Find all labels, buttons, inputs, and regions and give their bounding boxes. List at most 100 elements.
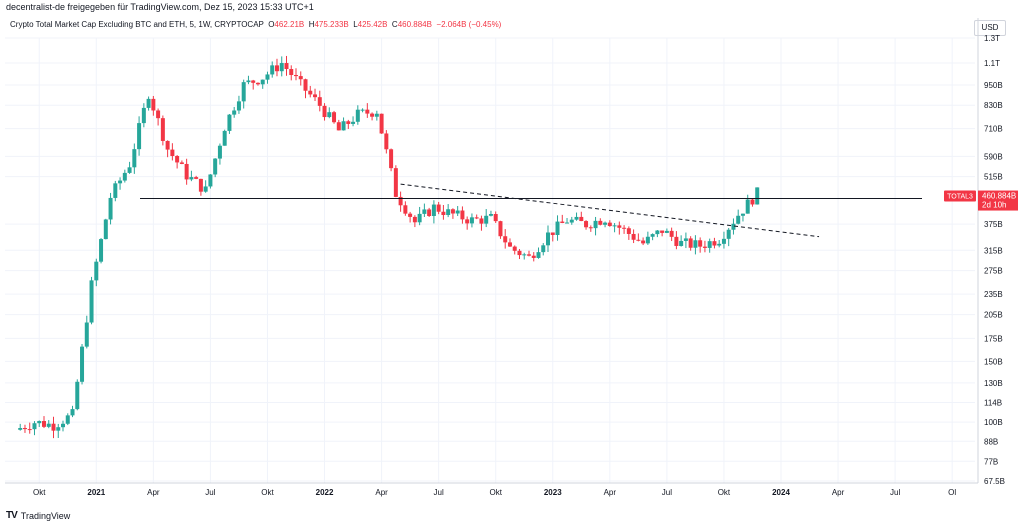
candle-body (498, 221, 503, 237)
candle-body (626, 228, 631, 234)
candle-body (160, 118, 165, 141)
candle-body (175, 155, 180, 163)
candle-body (99, 239, 104, 262)
candle-body (236, 101, 241, 111)
tradingview-brand: TradingView (20, 510, 71, 521)
candle-body (70, 409, 75, 416)
candle-body (317, 97, 322, 106)
candle-body (541, 245, 546, 253)
price-badge-value: 460.884B (982, 192, 1016, 201)
publisher-line: decentralist-de freigegeben für TradingV… (6, 2, 314, 12)
candle-body (531, 255, 536, 258)
y-tick-label: 67.5B (984, 477, 1005, 486)
candle-body (51, 423, 56, 431)
trend-line (400, 183, 820, 238)
candle-body (227, 114, 232, 131)
candle-body (622, 227, 627, 229)
candle-body (569, 219, 574, 223)
candle-body (94, 261, 99, 281)
low-label: L (353, 20, 358, 29)
candle-body (579, 216, 584, 222)
tradingview-logo-icon: TV (6, 510, 18, 521)
candle-body (156, 110, 161, 119)
y-tick-label: 114B (984, 399, 1002, 408)
candle-body (655, 230, 660, 235)
candle-body (436, 204, 441, 212)
candle-body (726, 229, 731, 239)
candle-body (598, 220, 603, 225)
candle-body (398, 196, 403, 206)
x-tick-label: Jul (434, 488, 444, 497)
y-tick-label: 275B (984, 267, 1003, 276)
candle-body (122, 172, 127, 181)
y-tick-label: 830B (984, 101, 1003, 110)
y-tick-label: 375B (984, 220, 1003, 229)
candle-body (417, 213, 422, 223)
candle-body (717, 243, 722, 246)
x-tick-label: Apr (147, 488, 160, 497)
candle-body (446, 209, 451, 216)
candle-body (750, 199, 755, 205)
candle-body (674, 236, 679, 246)
candle-body (488, 214, 493, 216)
candle-body (683, 238, 688, 241)
candle-body (469, 217, 474, 224)
high-label: H (308, 20, 315, 29)
candle-body (450, 209, 455, 214)
candle-body (351, 121, 356, 124)
candle-body (308, 90, 313, 95)
x-tick-label: Jul (205, 488, 215, 497)
y-tick-label: 150B (984, 357, 1003, 366)
candle-body (617, 225, 622, 228)
candle-body (22, 428, 27, 430)
close-value: 460.884B (397, 20, 432, 29)
candle-body (431, 204, 436, 217)
y-tick-label: 590B (984, 152, 1003, 161)
candle-body (232, 110, 237, 115)
x-tick-label: 2024 (772, 488, 790, 497)
candle-body (560, 221, 565, 223)
candle-body (41, 421, 46, 427)
candle-body (522, 254, 527, 256)
candle-body (474, 217, 479, 219)
candle-body (422, 209, 427, 214)
candle-body (455, 210, 460, 214)
candle-body (346, 121, 351, 124)
y-tick-label: 1.1T (984, 59, 1000, 68)
x-tick-label: Okt (33, 488, 46, 497)
x-tick-label: Okt (718, 488, 731, 497)
candle-body (213, 158, 218, 175)
tradingview-footer[interactable]: TV TradingView (6, 510, 70, 521)
candle-body (132, 149, 137, 168)
candle-body (441, 211, 446, 216)
candle-body (393, 168, 398, 197)
currency-button[interactable]: USD (974, 20, 1006, 36)
symbol-name[interactable]: Crypto Total Market Cap Excluding BTC an… (10, 20, 264, 29)
candle-body (507, 242, 512, 247)
candle-body (279, 63, 284, 72)
candle-body (593, 220, 598, 229)
y-tick-label: 1.3T (984, 34, 1000, 43)
candle-body (403, 205, 408, 214)
candle-body (108, 197, 113, 220)
candle-body (284, 63, 289, 70)
x-tick-label: 2021 (87, 488, 105, 497)
candle-body (251, 80, 256, 83)
candle-body (65, 415, 70, 424)
x-tick-label: Jul (890, 488, 900, 497)
candle-body (493, 214, 498, 222)
y-tick-label: 100B (984, 418, 1003, 427)
candle-body (103, 219, 108, 240)
candle-body (574, 216, 579, 220)
candle-body (465, 219, 470, 224)
candle-body (536, 252, 541, 258)
y-tick-label: 950B (984, 81, 1003, 90)
candle-body (484, 215, 489, 224)
candle-body (693, 240, 698, 248)
candle-body (355, 109, 360, 122)
candle-body (631, 233, 636, 240)
candle-body (740, 213, 745, 216)
candle-body (374, 113, 379, 117)
candle-body (270, 65, 275, 75)
